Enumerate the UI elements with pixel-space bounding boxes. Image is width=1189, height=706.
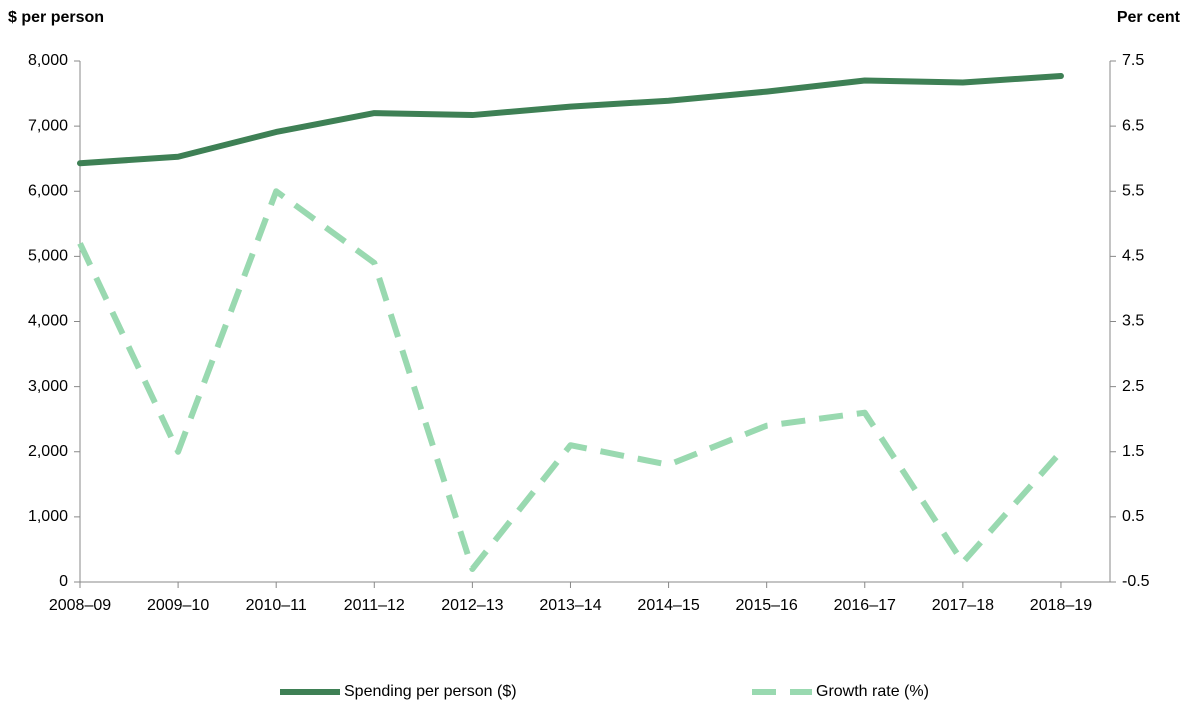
y-tick-label: 4,000 (28, 313, 68, 330)
x-tick-label: 2012–13 (441, 597, 503, 614)
y-tick-label: 5,000 (28, 248, 68, 265)
legend-label: Growth rate (%) (816, 683, 929, 700)
series-line (77, 188, 1064, 572)
y2-tick-label: 6.5 (1122, 117, 1144, 134)
y2-tick-label: 7.5 (1122, 52, 1144, 69)
y-axis-title: $ per person (8, 9, 104, 26)
x-tick-label: 2014–15 (637, 597, 699, 614)
x-tick-label: 2016–17 (834, 597, 896, 614)
y-tick-label: 6,000 (28, 182, 68, 199)
x-tick-label: 2009–10 (147, 597, 209, 614)
x-tick-label: 2008–09 (49, 597, 111, 614)
y2-tick-label: 3.5 (1122, 313, 1144, 330)
x-tick-label: 2018–19 (1030, 597, 1092, 614)
y2-axis-title: Per cent (1117, 9, 1181, 26)
y2-tick-label: 4.5 (1122, 248, 1144, 265)
y-tick-label: 3,000 (28, 378, 68, 395)
y-tick-label: 7,000 (28, 117, 68, 134)
y-tick-label: 2,000 (28, 443, 68, 460)
series-line (77, 72, 1064, 167)
y2-tick-label: 5.5 (1122, 182, 1144, 199)
y-tick-label: 1,000 (28, 508, 68, 525)
y2-tick-label: 0.5 (1122, 508, 1144, 525)
y2-tick-label: 2.5 (1122, 378, 1144, 395)
y-tick-label: 8,000 (28, 52, 68, 69)
legend-label: Spending per person ($) (344, 683, 517, 700)
x-tick-label: 2015–16 (736, 597, 798, 614)
y2-tick-label: -0.5 (1122, 573, 1150, 590)
y2-tick-label: 1.5 (1122, 443, 1144, 460)
x-tick-label: 2017–18 (932, 597, 994, 614)
x-tick-label: 2013–14 (539, 597, 601, 614)
x-tick-label: 2011–12 (344, 597, 405, 614)
x-tick-label: 2010–11 (246, 597, 307, 614)
y-tick-label: 0 (59, 573, 68, 590)
